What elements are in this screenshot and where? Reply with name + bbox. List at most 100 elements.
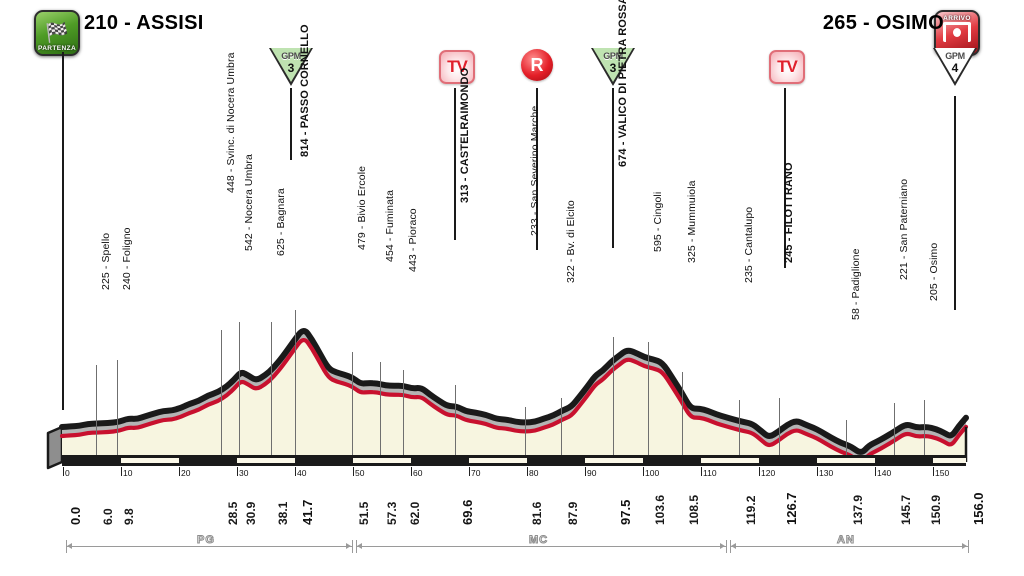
province-arrow-left	[67, 543, 72, 549]
place-tick-line	[682, 372, 683, 455]
km-distance-label: 51.5	[357, 502, 371, 525]
place-tick-line	[739, 400, 740, 455]
scale-bar-segment	[121, 458, 179, 463]
scale-tick-label: 40	[297, 468, 306, 478]
place-tick-line	[352, 352, 353, 455]
km-distance-label: 30.9	[244, 502, 258, 525]
scale-tick-label: 80	[529, 468, 538, 478]
place-tick-line	[380, 362, 381, 455]
km-distance-label: 87.9	[566, 502, 580, 525]
place-tick-line	[561, 398, 562, 455]
scale-tick-mark	[295, 467, 296, 476]
scale-tick-label: 50	[355, 468, 364, 478]
km-distance-label: 28.5	[226, 502, 240, 525]
scale-bar-segment	[817, 458, 875, 463]
scale-tick-mark	[63, 467, 64, 476]
scale-tick-mark	[701, 467, 702, 476]
km-distance-label: 41.7	[300, 500, 315, 525]
km-distance-label: 9.8	[122, 508, 136, 525]
place-label: 313 - CASTELRAIMONDO	[459, 68, 471, 203]
place-label: 542 - Nocera Umbra	[243, 154, 255, 251]
place-tick-line	[613, 337, 614, 455]
scale-tick-label: 130	[819, 468, 833, 478]
place-tick-line	[403, 370, 404, 455]
place-label: 443 - Pioraco	[407, 208, 419, 272]
place-label: 58 - Padiglione	[850, 248, 862, 320]
place-tick-line	[846, 420, 847, 455]
province-span-line	[66, 546, 352, 547]
scale-tick-label: 60	[413, 468, 422, 478]
km-distance-label: 81.6	[530, 502, 544, 525]
scale-tick-label: 20	[181, 468, 190, 478]
place-label: 322 - Bv. di Elcito	[565, 200, 577, 283]
scale-tick-label: 70	[471, 468, 480, 478]
stage-profile-page: 🏁 PARTENZA 210 - ASSISI ARRIVO 265 - OSI…	[0, 0, 1024, 576]
scale-bar-segment	[701, 458, 759, 463]
place-label: 448 - Svinc. di Nocera Umbra	[225, 52, 237, 193]
scale-bar-segment	[933, 458, 966, 463]
distance-scale-bar	[62, 455, 966, 466]
scale-tick-label: 0	[65, 468, 70, 478]
place-tick-line	[239, 322, 240, 455]
place-label: 240 - Foligno	[121, 227, 133, 290]
km-distance-label: 137.9	[851, 495, 865, 525]
km-distance-label: 38.1	[276, 502, 290, 525]
province-label: PG	[197, 534, 215, 546]
province-arrow-left	[731, 543, 736, 549]
place-label: 245 - FILOTTRANO	[783, 162, 795, 263]
scale-tick-mark	[237, 467, 238, 476]
province-span-endcap	[726, 540, 727, 553]
place-tick-line	[96, 365, 97, 455]
km-distance-label: 145.7	[899, 495, 913, 525]
km-distance-label: 97.5	[618, 500, 633, 525]
km-distance-label: 156.0	[971, 492, 986, 525]
province-arrow-right	[346, 543, 351, 549]
scale-tick-mark	[179, 467, 180, 476]
scale-tick-mark	[585, 467, 586, 476]
place-label: 454 - Fuminata	[384, 190, 396, 262]
place-tick-line	[271, 322, 272, 455]
place-tick-line	[455, 385, 456, 455]
km-distance-label: 62.0	[408, 502, 422, 525]
place-label: 325 - Mummuiola	[686, 180, 698, 263]
scale-tick-label: 10	[123, 468, 132, 478]
province-label: MC	[529, 534, 548, 546]
km-distance-label: 126.7	[784, 492, 799, 525]
place-label: 235 - Cantalupo	[743, 207, 755, 283]
place-label: 625 - Bagnara	[275, 188, 287, 256]
province-arrow-left	[357, 543, 362, 549]
place-label: 225 - Spello	[100, 233, 112, 290]
province-span-endcap	[352, 540, 353, 553]
place-tick-line	[295, 310, 296, 455]
scale-tick-label: 110	[703, 468, 717, 478]
scale-tick-mark	[527, 467, 528, 476]
scale-tick-mark	[469, 467, 470, 476]
province-span-endcap	[968, 540, 969, 553]
place-tick-line	[525, 407, 526, 455]
profile-start-cap	[48, 427, 62, 468]
place-tick-line	[648, 342, 649, 455]
province-span-line	[730, 546, 968, 547]
elevation-profile-chart	[0, 0, 1024, 576]
km-distance-label: 119.2	[744, 496, 758, 525]
km-distance-label: 57.3	[385, 502, 399, 525]
scale-tick-mark	[759, 467, 760, 476]
scale-tick-label: 100	[645, 468, 659, 478]
scale-tick-mark	[411, 467, 412, 476]
scale-tick-label: 140	[877, 468, 891, 478]
km-distance-label: 108.5	[687, 495, 701, 525]
scale-bar-segment	[585, 458, 643, 463]
scale-tick-mark	[875, 467, 876, 476]
place-label: 814 - PASSO CORNELLO	[299, 24, 311, 157]
province-arrow-right	[720, 543, 725, 549]
km-distance-label: 0.0	[68, 507, 83, 525]
km-distance-label: 6.0	[101, 508, 115, 525]
scale-tick-label: 120	[761, 468, 775, 478]
province-span-line	[356, 546, 726, 547]
scale-tick-label: 90	[587, 468, 596, 478]
scale-tick-label: 150	[935, 468, 949, 478]
scale-tick-mark	[817, 467, 818, 476]
km-distance-label: 103.6	[653, 495, 667, 525]
place-label: 674 - VALICO DI PIETRA ROSSA	[617, 0, 629, 167]
scale-bar-segment	[237, 458, 295, 463]
